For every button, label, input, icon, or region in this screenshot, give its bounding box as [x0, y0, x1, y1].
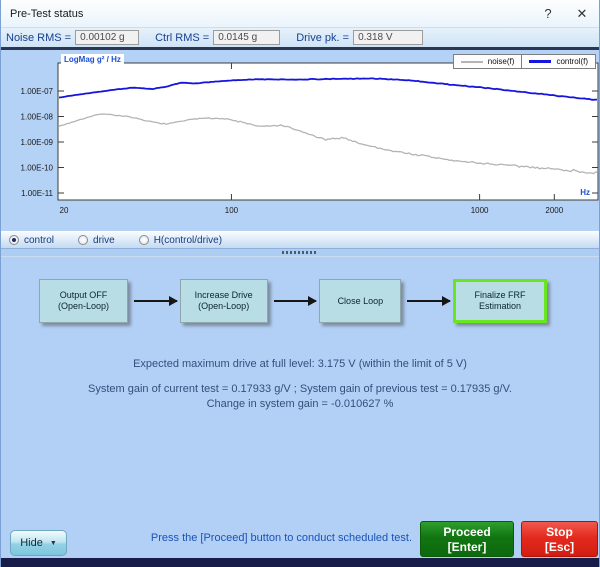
radio-drive-label: drive [93, 234, 115, 246]
legend-item-noise[interactable]: noise(f) [452, 54, 523, 69]
hide-label: Hide [20, 537, 43, 549]
noise-line-swatch-icon [460, 60, 483, 63]
y-tick-label: 1.00E-07 [21, 87, 54, 96]
x-tick-label: 100 [225, 206, 239, 215]
radio-control-label: control [24, 234, 55, 246]
stop-button[interactable]: Stop [Esc] [521, 521, 598, 557]
drive-pk-field[interactable]: 0.318 V [353, 30, 424, 45]
readout-bar: Noise RMS = 0.00102 g Ctrl RMS = 0.0145 … [1, 28, 599, 50]
legend-control-label: control(f) [556, 57, 588, 66]
pretest-panel: Output OFF (Open-Loop) Increase Drive (O… [1, 257, 599, 558]
spectrum-chart: 1.00E-07 1.00E-08 1.00E-09 1.00E-10 1.00E-11… [1, 50, 599, 231]
plot-selector-bar: control drive H(control/drive) [1, 231, 599, 249]
ctrl-rms-field[interactable]: 0.0145 g [213, 30, 281, 45]
flow-step-close-loop: Close Loop [319, 279, 402, 323]
radio-h-control-drive[interactable]: H(control/drive) [138, 234, 223, 246]
legend-noise-label: noise(f) [487, 57, 515, 66]
y-tick-label: 1.00E-10 [21, 164, 54, 173]
flow-step-increase-drive: Increase Drive (Open-Loop) [179, 279, 268, 323]
proceed-button[interactable]: Proceed [Enter] [420, 521, 514, 557]
y-tick-label: 1.00E-09 [21, 138, 54, 147]
noise-rms-label: Noise RMS = [6, 31, 72, 44]
grip-dots-icon [282, 251, 316, 254]
x-tick-label: 2000 [545, 206, 563, 215]
y-tick-label: 1.00E-08 [21, 113, 54, 122]
radio-unselected-icon [78, 235, 89, 245]
expected-drive-message: Expected maximum drive at full level: 3.… [133, 358, 467, 370]
pretest-flow-diagram: Output OFF (Open-Loop) Increase Drive (O… [39, 278, 548, 324]
noise-rms-field[interactable]: 0.00102 g [75, 30, 140, 45]
legend-item-control[interactable]: control(f) [522, 54, 596, 69]
drive-pk-label: Drive pk. = [296, 31, 350, 44]
radio-h-label: H(control/drive) [153, 234, 223, 246]
bottom-status-strip [1, 558, 599, 567]
ctrl-rms-label: Ctrl RMS = [155, 31, 210, 44]
y-tick-label: 1.00E-11 [21, 189, 53, 198]
stop-button-key: [Esc] [544, 540, 575, 554]
chart-x-unit-label: Hz [580, 188, 590, 197]
plot-frame [57, 62, 599, 201]
close-button[interactable]: ✕ [576, 5, 588, 21]
chart-legend: noise(f) control(f) [452, 54, 596, 69]
radio-selected-icon [9, 235, 19, 245]
x-tick-label: 20 [60, 206, 69, 215]
control-line-swatch-icon [529, 60, 552, 63]
window-title: Pre-Test status [10, 7, 84, 20]
flow-step-output-off: Output OFF (Open-Loop) [39, 279, 128, 323]
arrow-right-icon [134, 296, 178, 306]
proceed-instruction: Press the [Proceed] button to conduct sc… [150, 532, 412, 544]
arrow-right-icon [273, 296, 318, 306]
system-gain-message: System gain of current test = 0.17933 g/… [88, 383, 512, 395]
radio-drive[interactable]: drive [78, 235, 115, 246]
control-trace [59, 77, 597, 101]
splitter-handle[interactable] [1, 249, 599, 257]
noise-trace [59, 113, 597, 175]
chart-plot-area[interactable]: 1.00E-07 1.00E-08 1.00E-09 1.00E-10 1.00E-11… [1, 50, 600, 231]
gain-change-message: Change in system gain = -0.010627 % [206, 398, 394, 410]
radio-unselected-icon [138, 235, 149, 245]
radio-control[interactable]: control [9, 235, 54, 246]
proceed-button-label: Proceed [443, 525, 491, 539]
hide-dropdown-button[interactable]: Hide ▼ [10, 530, 67, 556]
help-button[interactable]: ? [544, 6, 552, 21]
proceed-button-key: [Enter] [447, 540, 487, 554]
chevron-down-icon: ▼ [49, 539, 57, 547]
chart-y-unit-label: LogMag g² / Hz [61, 54, 124, 65]
arrow-right-icon [407, 296, 451, 306]
flow-step-finalize-frf: Finalize FRF Estimation [453, 279, 548, 323]
title-bar: Pre-Test status ? ✕ [1, 0, 599, 28]
stop-button-label: Stop [546, 525, 573, 539]
x-tick-label: 1000 [471, 206, 489, 215]
